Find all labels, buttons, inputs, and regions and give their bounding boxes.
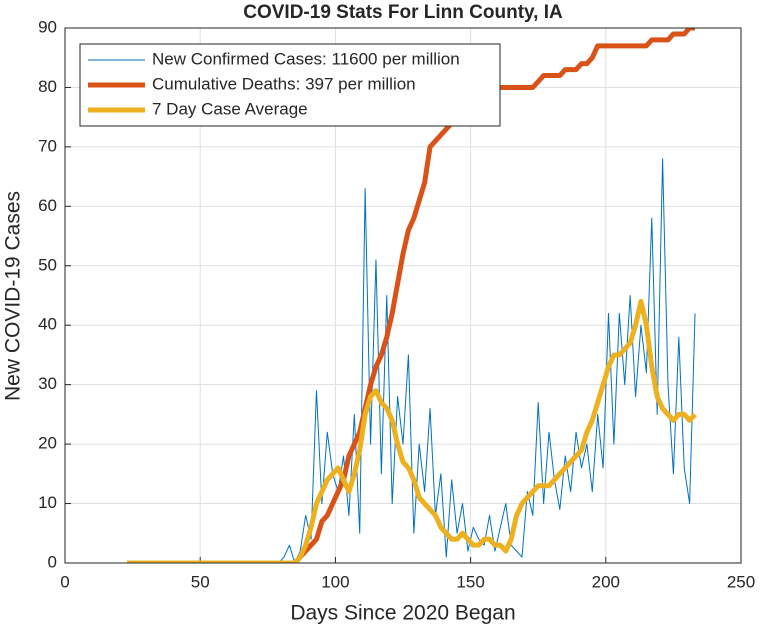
legend-label: New Confirmed Cases: 11600 per million — [152, 49, 460, 68]
legend-label: 7 Day Case Average — [152, 99, 308, 118]
y-tick-label: 90 — [38, 17, 57, 36]
x-tick-label: 250 — [727, 572, 755, 591]
y-tick-label: 40 — [38, 315, 57, 334]
chart-title: COVID-19 Stats For Linn County, IA — [243, 2, 563, 23]
data-line — [127, 158, 696, 563]
legend-label: Cumulative Deaths: 397 per million — [152, 74, 416, 93]
legend-box — [79, 43, 501, 127]
y-tick-label: 10 — [38, 493, 57, 512]
y-tick-label: 60 — [38, 196, 57, 215]
y-tick-label: 70 — [38, 136, 57, 155]
x-axis-label: Days Since 2020 Began — [290, 602, 515, 625]
y-tick-label: 30 — [38, 374, 57, 393]
x-tick-label: 150 — [456, 572, 484, 591]
x-tick-label: 0 — [60, 572, 69, 591]
x-tick-label: 200 — [592, 572, 620, 591]
plot-area — [127, 28, 697, 563]
y-tick-label: 50 — [38, 255, 57, 274]
y-tick-label: 20 — [38, 434, 57, 453]
x-tick-label: 100 — [321, 572, 349, 591]
x-tick-label: 50 — [191, 572, 210, 591]
data-line — [127, 298, 697, 563]
y-axis-label: New COVID-19 Cases — [2, 191, 25, 401]
data-line — [127, 28, 696, 563]
plot-border — [64, 27, 742, 564]
y-tick-label: 80 — [38, 77, 57, 96]
y-tick-label: 0 — [48, 552, 57, 571]
